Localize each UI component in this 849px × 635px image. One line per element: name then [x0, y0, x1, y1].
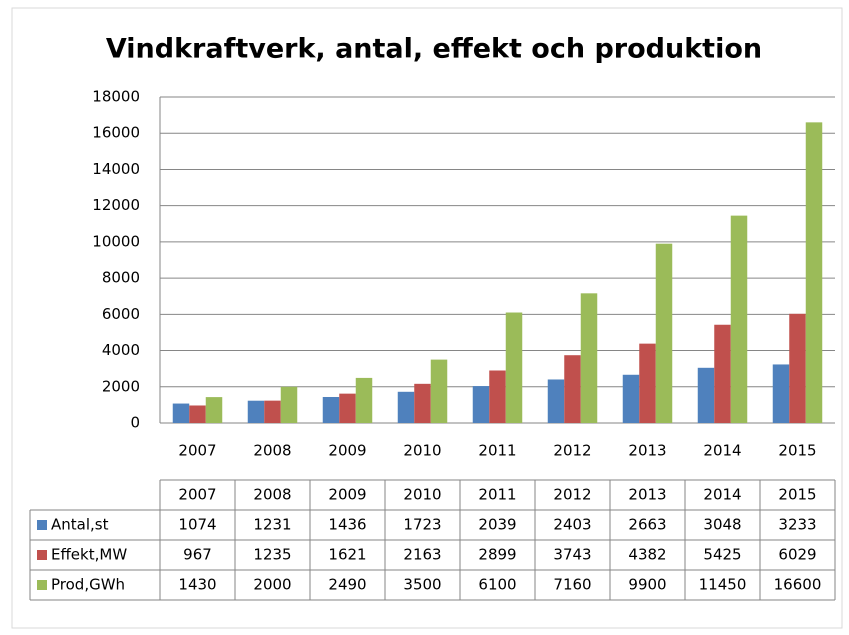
bar [472, 386, 490, 423]
table-cell: 1231 [253, 516, 291, 534]
x-tick-label: 2009 [328, 442, 366, 460]
x-tick-label: 2015 [778, 442, 816, 460]
table-cell: 16600 [774, 576, 822, 594]
y-tick-label: 2000 [102, 377, 140, 395]
table-header: 2013 [628, 486, 666, 504]
x-tick-label: 2008 [253, 442, 291, 460]
bar [655, 243, 673, 423]
bar [322, 396, 340, 423]
table-cell: 2039 [478, 516, 516, 534]
table-cell: 6029 [778, 546, 816, 564]
table-header: 2007 [178, 486, 216, 504]
table-header: 2010 [403, 486, 441, 504]
bar [189, 405, 206, 423]
bar [805, 122, 823, 423]
bar [414, 383, 431, 423]
y-tick-label: 0 [130, 414, 140, 432]
bar [564, 355, 581, 423]
bar [430, 359, 448, 423]
bar [247, 400, 265, 423]
bar [339, 393, 356, 423]
table-cell: 5425 [703, 546, 741, 564]
bar [205, 397, 223, 423]
table-cell: 1723 [403, 516, 441, 534]
table-header: 2011 [478, 486, 516, 504]
table-cell: 7160 [553, 576, 591, 594]
bar [714, 324, 731, 423]
legend-swatch [37, 520, 47, 530]
legend-label: Prod,GWh [51, 576, 125, 594]
table-cell: 2490 [328, 576, 366, 594]
table-cell: 2000 [253, 576, 291, 594]
y-tick-label: 16000 [92, 124, 140, 142]
table-cell: 1621 [328, 546, 366, 564]
table-cell: 3500 [403, 576, 441, 594]
y-tick-label: 8000 [102, 269, 140, 287]
legend-label: Antal,st [51, 516, 109, 534]
legend-swatch [37, 580, 47, 590]
bar [639, 343, 656, 423]
bar [280, 386, 298, 423]
y-tick-label: 6000 [102, 305, 140, 323]
table-header: 2012 [553, 486, 591, 504]
x-tick-label: 2010 [403, 442, 441, 460]
x-tick-label: 2014 [703, 442, 741, 460]
table-cell: 3233 [778, 516, 816, 534]
table-cell: 1430 [178, 576, 216, 594]
bar [355, 377, 373, 423]
y-tick-label: 4000 [102, 341, 140, 359]
legend-swatch [37, 550, 47, 560]
table-cell: 2403 [553, 516, 591, 534]
bar [489, 370, 506, 423]
x-tick-label: 2011 [478, 442, 516, 460]
bar [264, 400, 281, 423]
table-cell: 3048 [703, 516, 741, 534]
bar [730, 215, 748, 423]
table-cell: 2163 [403, 546, 441, 564]
table-cell: 1235 [253, 546, 291, 564]
table-cell: 9900 [628, 576, 666, 594]
table-cell: 4382 [628, 546, 666, 564]
bar [697, 367, 715, 423]
table-cell: 11450 [699, 576, 747, 594]
table-cell: 3743 [553, 546, 591, 564]
table-cell: 2899 [478, 546, 516, 564]
y-tick-label: 12000 [92, 196, 140, 214]
table-header: 2008 [253, 486, 291, 504]
bar [580, 293, 598, 423]
x-tick-label: 2007 [178, 442, 216, 460]
table-cell: 1436 [328, 516, 366, 534]
bar [789, 313, 806, 423]
x-tick-label: 2013 [628, 442, 666, 460]
x-tick-label: 2012 [553, 442, 591, 460]
y-tick-label: 14000 [92, 160, 140, 178]
table-cell: 1074 [178, 516, 216, 534]
table-header: 2009 [328, 486, 366, 504]
bar [547, 379, 565, 423]
table-cell: 967 [183, 546, 212, 564]
y-tick-label: 10000 [92, 232, 140, 250]
table-cell: 2663 [628, 516, 666, 534]
bar [505, 312, 523, 423]
chart-frame [11, 7, 843, 629]
bar [622, 374, 640, 423]
bar [397, 391, 415, 423]
table-header: 2015 [778, 486, 816, 504]
table-cell: 6100 [478, 576, 516, 594]
table-header: 2014 [703, 486, 741, 504]
bar [772, 364, 790, 423]
legend-label: Effekt,MW [51, 546, 127, 564]
chart-title: Vindkraftverk, antal, effekt och produkt… [106, 34, 762, 65]
y-tick-label: 18000 [92, 88, 140, 106]
bar [172, 403, 190, 423]
